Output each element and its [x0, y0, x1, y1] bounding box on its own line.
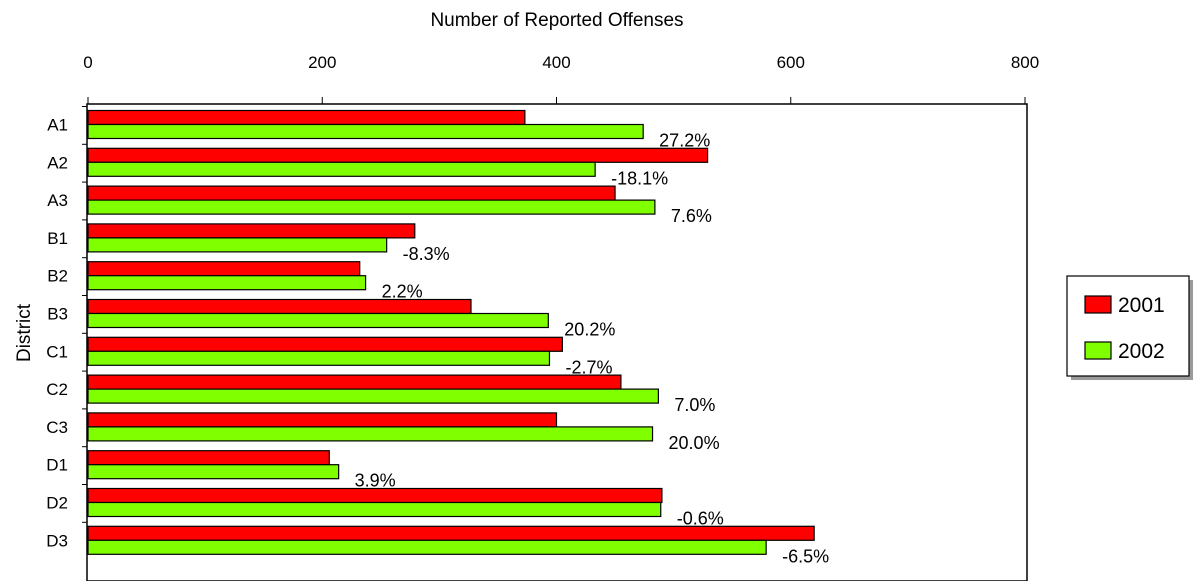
- bar-b1-2001: [87, 223, 416, 239]
- legend-items: 2001 2002: [1084, 294, 1165, 363]
- category-label-b1: B1: [47, 229, 68, 248]
- x-tick-label: 200: [308, 53, 336, 72]
- bar-b2-2002: [87, 275, 367, 291]
- change-label-d1: 3.9%: [355, 471, 396, 491]
- change-label-c2: 7.0%: [674, 395, 715, 415]
- bar-b2-2001: [87, 261, 361, 277]
- change-label-d2: -0.6%: [677, 509, 724, 529]
- category-label-b3: B3: [47, 305, 68, 324]
- x-axis-ticks: 0 200 400 600 800: [83, 53, 1039, 104]
- bar-a3-2002: [87, 199, 656, 215]
- bar-c2-2002: [87, 388, 659, 404]
- bar-c1-2001: [87, 336, 563, 352]
- bar-a2-2002: [87, 161, 596, 177]
- legend-swatch-2001: [1084, 295, 1112, 314]
- bar-d1-2001: [87, 450, 330, 466]
- x-tick-label: 800: [1011, 53, 1039, 72]
- x-tick-label: 600: [777, 53, 805, 72]
- bar-b3-2002: [87, 312, 549, 329]
- bar-d2-2002: [87, 501, 662, 518]
- category-labels: A1 A2 A3 B1 B2 B3 C1 C2 C3 D1 D2 D3: [46, 106, 87, 550]
- change-label-a3: 7.6%: [671, 206, 712, 226]
- change-label-c3: 20.0%: [669, 433, 720, 453]
- bar-a2-2001: [87, 147, 709, 163]
- change-label-b3: 20.2%: [564, 320, 615, 340]
- y-axis-title: District: [14, 303, 35, 362]
- change-label-b2: 2.2%: [382, 282, 423, 302]
- change-label-a1: 27.2%: [659, 131, 710, 151]
- change-label-a2: -18.1%: [611, 168, 668, 188]
- category-label-d1: D1: [46, 456, 68, 475]
- bar-a3-2001: [87, 185, 616, 201]
- bar-d1-2002: [87, 464, 340, 480]
- legend: 2001 2002: [1066, 275, 1193, 380]
- bar-a1-2002: [87, 123, 644, 140]
- bar-c3-2002: [87, 426, 654, 442]
- x-axis-title: Number of Reported Offenses: [430, 10, 683, 31]
- x-tick-label: 0: [83, 53, 92, 72]
- legend-label-2002: 2002: [1118, 340, 1165, 363]
- category-label-d2: D2: [46, 494, 68, 513]
- change-label-b1: -8.3%: [403, 244, 450, 264]
- change-labels: 27.2% -18.1%7.6% -8.3% 2.2% 20.2% -2.7% 7.0% 20…: [355, 131, 830, 567]
- change-label-d3: -6.5%: [782, 546, 829, 566]
- category-label-c1: C1: [46, 342, 68, 361]
- legend-label-2001: 2001: [1118, 294, 1165, 317]
- legend-swatch-2002: [1084, 341, 1112, 360]
- category-label-c2: C2: [46, 380, 68, 399]
- bar-c2-2001: [87, 374, 622, 390]
- category-label-d3: D3: [46, 531, 68, 550]
- bar-b1-2002: [87, 237, 388, 253]
- bar-c1-2002: [87, 350, 551, 366]
- category-label-a3: A3: [47, 191, 68, 210]
- bar-c3-2001: [87, 412, 558, 428]
- bar-d3-2002: [87, 539, 767, 555]
- bars-group: [87, 109, 815, 555]
- x-tick-label: 400: [542, 53, 570, 72]
- category-label-c3: C3: [46, 418, 68, 437]
- category-label-b2: B2: [47, 267, 68, 286]
- bar-a1-2001: [87, 109, 526, 126]
- change-label-c1: -2.7%: [565, 357, 612, 377]
- category-label-a2: A2: [47, 153, 68, 172]
- category-label-a1: A1: [47, 116, 68, 135]
